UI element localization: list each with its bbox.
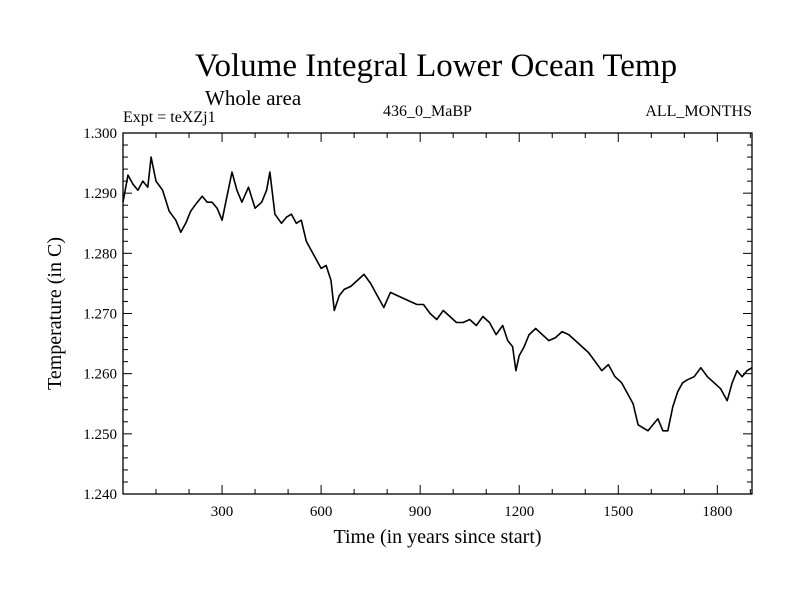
experiment-label: Expt = teXZj1 — [123, 109, 216, 126]
x-tick-label: 1500 — [603, 504, 633, 520]
plot-frame — [122, 132, 753, 495]
series-line — [122, 156, 753, 432]
y-tick-label: 1.250 — [83, 427, 117, 443]
experiment-name-label: 436_0_MaBP — [383, 103, 472, 120]
x-axis-label: Time (in years since start) — [333, 526, 541, 548]
axis-ticks: 300 600 900 1200 1500 1800 1.240 1.250 1.260 1.27… — [83, 126, 752, 520]
y-tick-label: 1.260 — [83, 367, 117, 383]
series-layer — [122, 156, 753, 432]
y-tick-label: 1.300 — [83, 126, 117, 142]
x-tick-label: 1800 — [702, 504, 732, 520]
y-axis-label: Temperature (in C) — [44, 237, 66, 390]
months-label: ALL_MONTHS — [645, 103, 752, 120]
x-tick-label: 900 — [409, 504, 432, 520]
x-tick-label: 300 — [211, 504, 234, 520]
chart-title: Volume Integral Lower Ocean Temp — [194, 48, 678, 84]
x-tick-label: 600 — [310, 504, 333, 520]
y-tick-label: 1.290 — [83, 186, 117, 202]
chart-subtitle: Whole area — [205, 86, 302, 110]
x-tick-label: 1200 — [504, 504, 534, 520]
y-tick-label: 1.270 — [83, 307, 117, 323]
y-tick-label: 1.240 — [83, 487, 117, 503]
y-tick-label: 1.280 — [83, 246, 117, 262]
